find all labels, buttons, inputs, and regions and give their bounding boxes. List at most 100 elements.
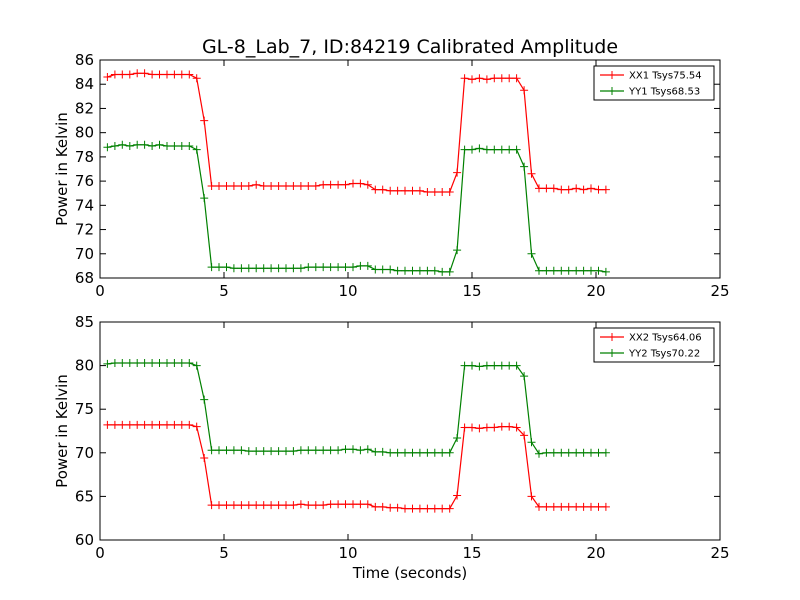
data-point: [252, 447, 261, 456]
data-point: [386, 503, 395, 512]
x-tick-label: 10: [338, 282, 357, 300]
data-point: [110, 359, 119, 367]
y-tick-label: 60: [75, 531, 94, 549]
data-point: [140, 420, 149, 429]
data-point: [289, 447, 298, 456]
data-point: [520, 86, 529, 95]
data-point: [579, 448, 588, 457]
data-point: [170, 420, 179, 429]
data-point: [215, 263, 223, 272]
data-point: [438, 267, 447, 276]
data-point: [170, 142, 179, 150]
data-point: [163, 359, 171, 367]
data-point: [274, 182, 283, 190]
data-point: [155, 359, 164, 367]
data-point: [542, 184, 551, 193]
data-point: [430, 266, 439, 275]
data-point: [177, 70, 186, 79]
data-point: [542, 266, 551, 275]
data-point: [393, 448, 402, 457]
data-point: [557, 502, 566, 511]
data-point: [304, 182, 313, 190]
data-point: [349, 263, 357, 272]
data-point: [349, 179, 357, 188]
y-tick-label: 80: [75, 124, 94, 142]
data-point: [319, 501, 328, 510]
data-point: [110, 420, 119, 429]
data-point: [222, 263, 231, 272]
data-point: [549, 502, 558, 511]
data-point: [289, 182, 298, 190]
data-point: [244, 447, 253, 456]
data-point: [267, 182, 276, 190]
data-point: [378, 265, 387, 274]
data-point: [356, 261, 365, 270]
data-point: [334, 446, 343, 455]
data-point: [185, 70, 194, 79]
data-point: [393, 503, 402, 512]
data-point: [393, 266, 402, 275]
data-point: [125, 70, 134, 79]
data-point: [542, 502, 551, 511]
data-point: [326, 180, 335, 189]
data-point: [408, 266, 417, 275]
data-point: [587, 448, 595, 457]
data-point: [371, 502, 380, 511]
data-point: [341, 500, 350, 509]
data-point: [482, 423, 491, 432]
x-tick-label: 25: [710, 282, 729, 300]
data-point: [520, 162, 529, 171]
data-point: [587, 502, 595, 511]
data-point: [378, 502, 387, 511]
data-point: [185, 420, 194, 429]
data-point: [267, 264, 276, 273]
data-point: [408, 504, 417, 513]
data-point: [482, 75, 491, 84]
data-point: [133, 359, 142, 367]
chart-title: GL-8_Lab_7, ID:84219 Calibrated Amplitud…: [202, 36, 618, 58]
data-point: [311, 446, 320, 455]
data-point: [475, 144, 484, 153]
legend-marker: [608, 87, 616, 95]
data-point: [497, 145, 506, 154]
data-point: [311, 182, 320, 190]
data-point: [222, 501, 231, 510]
data-point: [296, 446, 305, 455]
data-point: [200, 454, 209, 462]
y-tick-label: 75: [75, 400, 94, 418]
data-point: [468, 145, 476, 154]
data-point: [564, 448, 573, 457]
data-point: [274, 447, 283, 456]
y-tick-label: 78: [75, 148, 94, 166]
data-point: [415, 504, 424, 513]
data-point: [163, 70, 171, 79]
data-point: [304, 446, 313, 455]
legend-marker: [608, 71, 616, 79]
data-point: [594, 448, 603, 457]
data-point: [200, 395, 209, 404]
data-point: [282, 264, 290, 273]
data-point: [110, 70, 119, 79]
data-point: [475, 424, 484, 433]
legend-label: YY2 Tsys70.22: [628, 349, 700, 360]
top-chart: 0 5 10 15 20 25 68 70 72 74 76 78 80 82 84 86 Power in K…: [53, 51, 730, 300]
data-point: [103, 73, 112, 81]
data-point: [401, 504, 409, 513]
data-point: [601, 502, 610, 511]
y-tick-label: 85: [75, 313, 94, 331]
data-point: [408, 448, 417, 457]
data-point: [148, 359, 157, 367]
data-point: [445, 267, 454, 276]
data-point: [319, 446, 328, 455]
data-point: [438, 448, 447, 457]
data-point: [490, 423, 499, 432]
data-point: [490, 361, 499, 370]
data-point: [386, 186, 395, 195]
data-point: [497, 361, 506, 370]
data-point: [237, 446, 246, 455]
data-point: [557, 448, 566, 457]
x-tick-label: 15: [462, 282, 481, 300]
data-point: [207, 263, 216, 272]
data-point: [564, 502, 573, 511]
data-point: [200, 194, 209, 203]
